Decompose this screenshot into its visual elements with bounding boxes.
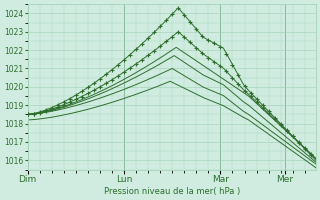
- X-axis label: Pression niveau de la mer( hPa ): Pression niveau de la mer( hPa ): [104, 187, 240, 196]
